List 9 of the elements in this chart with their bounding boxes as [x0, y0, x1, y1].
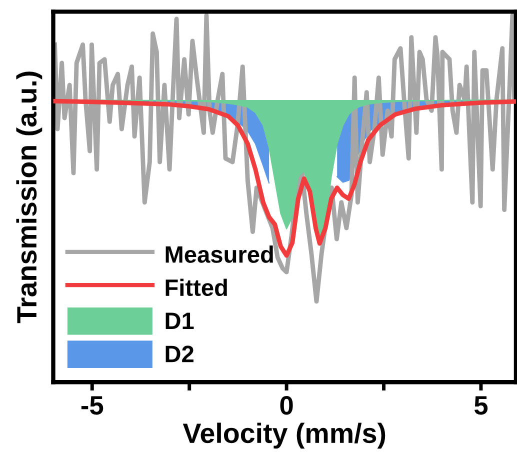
- legend-label: D2: [166, 346, 194, 362]
- legend-label: Measured: [166, 246, 273, 263]
- x-tick-label: 0: [280, 396, 293, 415]
- x-tick-label: 5: [474, 396, 488, 415]
- x-axis-title: Velocity (mm/s): [182, 422, 386, 449]
- x-tick-label: -5: [81, 396, 104, 415]
- legend-label: Fitted: [166, 278, 227, 296]
- y-axis-title: Transmission (a.u.): [16, 72, 42, 324]
- legend-label: D1: [166, 312, 194, 329]
